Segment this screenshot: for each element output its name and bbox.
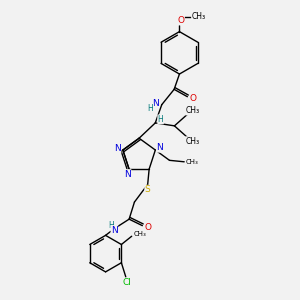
Text: CH₃: CH₃ bbox=[186, 106, 200, 115]
Text: O: O bbox=[145, 223, 152, 232]
Text: O: O bbox=[190, 94, 197, 103]
Text: CH₃: CH₃ bbox=[186, 137, 200, 146]
Text: CH₃: CH₃ bbox=[186, 159, 199, 165]
Text: N: N bbox=[156, 143, 163, 152]
Text: O: O bbox=[177, 16, 184, 25]
Text: N: N bbox=[152, 99, 159, 108]
Text: N: N bbox=[111, 226, 118, 235]
Text: H: H bbox=[108, 221, 114, 230]
Text: CH₃: CH₃ bbox=[134, 231, 146, 237]
Text: N: N bbox=[124, 169, 131, 178]
Text: CH₃: CH₃ bbox=[191, 12, 206, 21]
Text: H: H bbox=[158, 115, 164, 124]
Text: H: H bbox=[148, 104, 154, 113]
Text: S: S bbox=[145, 185, 151, 194]
Text: Cl: Cl bbox=[122, 278, 131, 287]
Text: N: N bbox=[114, 144, 121, 153]
